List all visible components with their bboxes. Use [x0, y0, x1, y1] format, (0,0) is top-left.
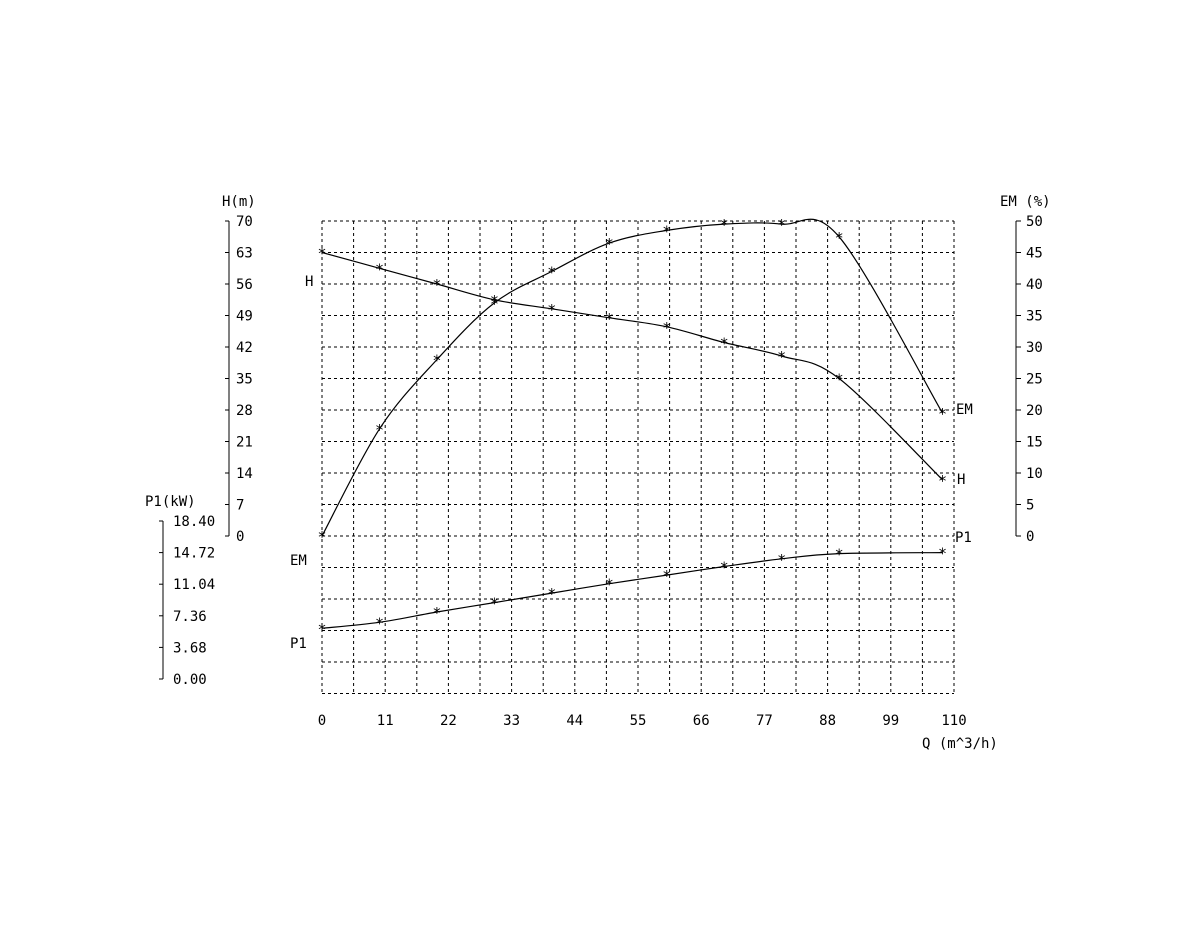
- h-axis-title: H(m): [222, 194, 256, 210]
- h-axis-tick-label: 42: [236, 340, 253, 356]
- p1-axis-tick-label: 14.72: [173, 546, 215, 562]
- h-data-point: *: [375, 260, 384, 278]
- em-axis-title: EM (%): [1000, 194, 1051, 210]
- p1-axis-tick-label: 0.00: [173, 672, 207, 688]
- p1-axis-title: P1(kW): [145, 494, 196, 510]
- p1-axis-tick-label: 7.36: [173, 609, 207, 625]
- h-data-point: *: [605, 310, 614, 328]
- p1-data-point: *: [777, 551, 786, 569]
- h-data-point: *: [720, 335, 729, 353]
- p1-axis-tick-label: 11.04: [173, 577, 215, 593]
- em-data-point: *: [317, 528, 326, 546]
- p1-data-point: *: [720, 559, 729, 577]
- q-axis-title: Q (m^3/h): [922, 736, 998, 752]
- h-data-point: *: [662, 319, 671, 337]
- q-axis-tick-label: 33: [503, 713, 520, 729]
- h-axis-tick-label: 63: [236, 246, 253, 262]
- em-axis-tick-label: 30: [1026, 340, 1043, 356]
- p1-data-point: *: [317, 620, 326, 638]
- em-data-point: *: [835, 229, 844, 247]
- em-axis-tick-label: 0: [1026, 529, 1034, 545]
- p1-curve: [321, 552, 943, 629]
- h-curve-label-left: H: [305, 274, 313, 290]
- q-axis-tick-label: 110: [941, 713, 966, 729]
- h-axis-tick-label: 35: [236, 372, 253, 388]
- h-data-point: *: [938, 472, 947, 490]
- em-data-point: *: [432, 352, 441, 370]
- em-curve-label-left: EM: [290, 553, 307, 569]
- h-data-point: *: [835, 371, 844, 389]
- chart-labels: H(m) P1(kW) EM (%) Q (m^3/h) H H EM EM P…: [145, 194, 1051, 752]
- chart-axes: 0 7 14 21 28 35 42 49 56 63 70 0.00 3.68 7.36 11.04 14.…: [159, 214, 1043, 729]
- q-axis-tick-label: 77: [756, 713, 773, 729]
- em-curve-label-right: EM: [956, 402, 973, 418]
- em-axis-tick-label: 5: [1026, 498, 1034, 514]
- q-axis-tick-label: 11: [377, 713, 394, 729]
- q-axis-tick-label: 88: [819, 713, 836, 729]
- p1-data-point: *: [938, 545, 947, 563]
- p1-data-point: *: [835, 546, 844, 564]
- h-axis-tick-label: 70: [236, 214, 253, 230]
- q-axis-tick-label: 66: [693, 713, 710, 729]
- em-data-point: *: [490, 295, 499, 313]
- chart-grid: [321, 220, 955, 695]
- p1-data-point: *: [662, 567, 671, 585]
- h-data-point: *: [490, 292, 499, 310]
- h-data-point: *: [432, 276, 441, 294]
- em-axis-tick-label: 35: [1026, 309, 1043, 325]
- h-axis-tick-label: 49: [236, 309, 253, 325]
- h-axis-tick-label: 21: [236, 435, 253, 451]
- h-curve-label-right: H: [957, 472, 965, 488]
- p1-data-point: *: [375, 614, 384, 632]
- q-axis-tick-label: 44: [566, 713, 583, 729]
- p1-curve-label-left: P1: [290, 636, 307, 652]
- em-data-point: *: [547, 263, 556, 281]
- h-data-point: *: [547, 301, 556, 319]
- em-axis-tick-label: 15: [1026, 435, 1043, 451]
- q-axis-tick-label: 99: [882, 713, 899, 729]
- em-axis-tick-label: 10: [1026, 466, 1043, 482]
- em-axis-tick-label: 50: [1026, 214, 1043, 230]
- h-curve: [321, 251, 943, 481]
- h-axis-tick-label: 14: [236, 466, 253, 482]
- p1-axis-tick-label: 18.40: [173, 514, 215, 530]
- em-axis-tick-label: 25: [1026, 372, 1043, 388]
- p1-curve-label-right: P1: [955, 530, 972, 546]
- em-data-point: *: [938, 405, 947, 423]
- em-data-point: *: [662, 222, 671, 240]
- em-data-point: *: [605, 235, 614, 253]
- p1-data-point: *: [605, 576, 614, 594]
- p1-data-point: *: [490, 595, 499, 613]
- em-curve: [321, 218, 944, 537]
- em-axis-tick-label: 40: [1026, 277, 1043, 293]
- p1-data-point: *: [547, 585, 556, 603]
- em-data-point: *: [375, 421, 384, 439]
- h-axis-tick-label: 7: [236, 498, 244, 514]
- p1-axis-tick-label: 3.68: [173, 640, 207, 656]
- h-axis-tick-label: 0: [236, 529, 244, 545]
- q-axis-tick-label: 55: [630, 713, 647, 729]
- chart-markers: **** * * ************ * **** ***** * * * * *: [317, 216, 947, 638]
- h-data-point: *: [317, 245, 326, 263]
- h-axis-tick-label: 56: [236, 277, 253, 293]
- h-axis-tick-label: 28: [236, 403, 253, 419]
- em-axis-tick-label: 20: [1026, 403, 1043, 419]
- q-axis-tick-label: 22: [440, 713, 457, 729]
- em-data-point: *: [777, 216, 786, 234]
- q-axis-tick-label: 0: [318, 713, 326, 729]
- p1-data-point: *: [432, 604, 441, 622]
- em-axis-tick-label: 45: [1026, 246, 1043, 262]
- chart-curves: [321, 218, 944, 629]
- em-data-point: *: [720, 216, 729, 234]
- h-data-point: *: [777, 348, 786, 366]
